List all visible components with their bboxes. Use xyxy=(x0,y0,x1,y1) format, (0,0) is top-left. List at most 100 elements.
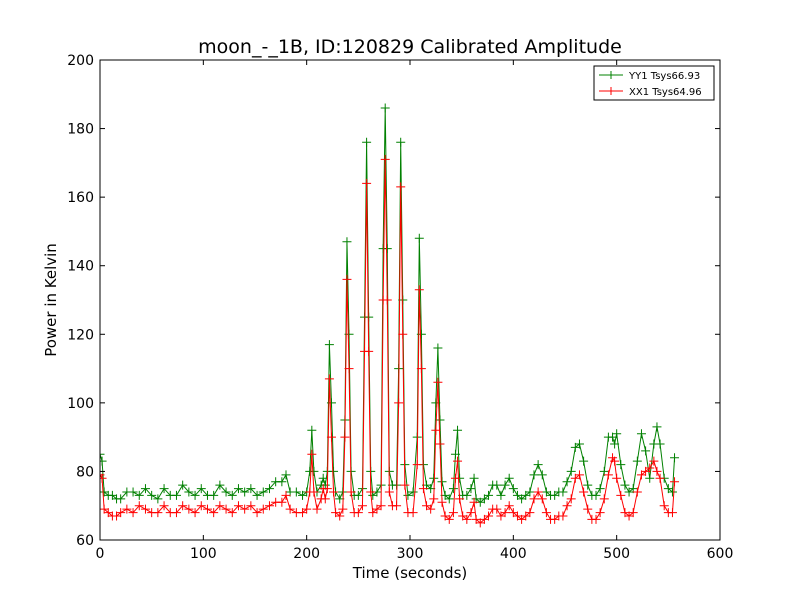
data-point xyxy=(184,504,194,514)
data-point xyxy=(429,494,439,504)
data-point xyxy=(246,501,256,511)
data-point xyxy=(437,477,447,487)
data-point xyxy=(362,137,372,147)
data-point xyxy=(215,480,225,490)
data-point xyxy=(100,449,105,459)
data-point xyxy=(462,514,472,524)
data-point xyxy=(324,340,334,350)
data-point xyxy=(508,484,518,494)
data-point xyxy=(353,490,363,500)
data-point xyxy=(632,487,642,497)
data-point xyxy=(444,514,454,524)
data-point xyxy=(252,490,262,500)
data-point xyxy=(291,487,301,497)
data-point xyxy=(599,494,609,504)
data-point xyxy=(652,466,662,476)
data-point xyxy=(408,487,418,497)
data-point xyxy=(504,473,514,483)
data-point xyxy=(281,470,291,480)
data-point xyxy=(649,456,659,466)
data-point xyxy=(233,484,243,494)
data-point xyxy=(632,456,642,466)
data-point xyxy=(469,497,479,507)
data-point xyxy=(591,490,601,500)
y-axis-label: Power in Kelvin xyxy=(42,243,60,357)
legend-marker xyxy=(607,87,615,95)
y-tick-label: 140 xyxy=(67,259,94,275)
data-point xyxy=(612,473,622,483)
data-point xyxy=(366,487,376,497)
data-point xyxy=(579,456,589,466)
data-point xyxy=(612,429,622,439)
data-point xyxy=(362,178,372,188)
data-point xyxy=(140,484,150,494)
data-point xyxy=(610,439,620,449)
data-point xyxy=(392,501,402,511)
y-tick-label: 120 xyxy=(67,327,94,343)
data-point xyxy=(258,487,268,497)
data-point xyxy=(233,501,243,511)
data-point xyxy=(134,490,144,500)
data-point xyxy=(324,374,334,384)
x-tick-label: 200 xyxy=(293,546,320,562)
data-point xyxy=(636,429,646,439)
data-point xyxy=(455,494,465,504)
data-point xyxy=(258,504,268,514)
data-point xyxy=(159,501,169,511)
data-point xyxy=(346,487,356,497)
data-point xyxy=(376,501,386,511)
data-point xyxy=(196,484,206,494)
data-point xyxy=(202,504,212,514)
x-tick-label: 100 xyxy=(190,546,217,562)
data-point xyxy=(338,504,348,514)
plot-frame xyxy=(99,59,721,541)
data-point xyxy=(227,490,237,500)
data-point xyxy=(492,504,502,514)
data-point xyxy=(416,364,426,374)
data-point xyxy=(100,473,107,483)
data-point xyxy=(433,377,443,387)
data-point xyxy=(429,473,439,483)
data-point xyxy=(620,480,630,490)
data-point xyxy=(221,504,231,514)
data-point xyxy=(252,508,262,518)
data-point xyxy=(264,501,274,511)
data-point xyxy=(318,473,328,483)
data-point xyxy=(344,364,354,374)
data-point xyxy=(320,494,330,504)
data-point xyxy=(264,484,274,494)
data-point xyxy=(595,508,605,518)
data-point xyxy=(500,480,510,490)
data-point xyxy=(398,329,408,339)
data-point xyxy=(116,508,126,518)
data-point xyxy=(122,504,132,514)
data-point xyxy=(450,449,460,459)
data-point xyxy=(384,487,394,497)
data-point xyxy=(329,466,339,476)
data-point xyxy=(400,480,410,490)
x-tick-label: 300 xyxy=(397,546,424,562)
data-point xyxy=(537,494,547,504)
data-point xyxy=(670,453,680,463)
data-point xyxy=(579,487,589,497)
data-point xyxy=(529,470,539,480)
data-point xyxy=(309,487,319,497)
legend-label: XX1 Tsys64.96 xyxy=(629,87,702,98)
data-point xyxy=(140,504,150,514)
data-point xyxy=(616,460,626,470)
data-point xyxy=(453,456,463,466)
data-point xyxy=(147,490,157,500)
data-point xyxy=(414,285,424,295)
data-point xyxy=(227,508,237,518)
series-2 xyxy=(100,154,680,528)
data-point xyxy=(655,439,665,449)
data-point xyxy=(312,504,322,514)
data-point xyxy=(178,480,188,490)
data-point xyxy=(659,501,669,511)
y-tick-label: 100 xyxy=(67,396,94,412)
data-point xyxy=(562,477,572,487)
data-point xyxy=(558,487,568,497)
data-point xyxy=(537,470,547,480)
data-point xyxy=(396,182,406,192)
